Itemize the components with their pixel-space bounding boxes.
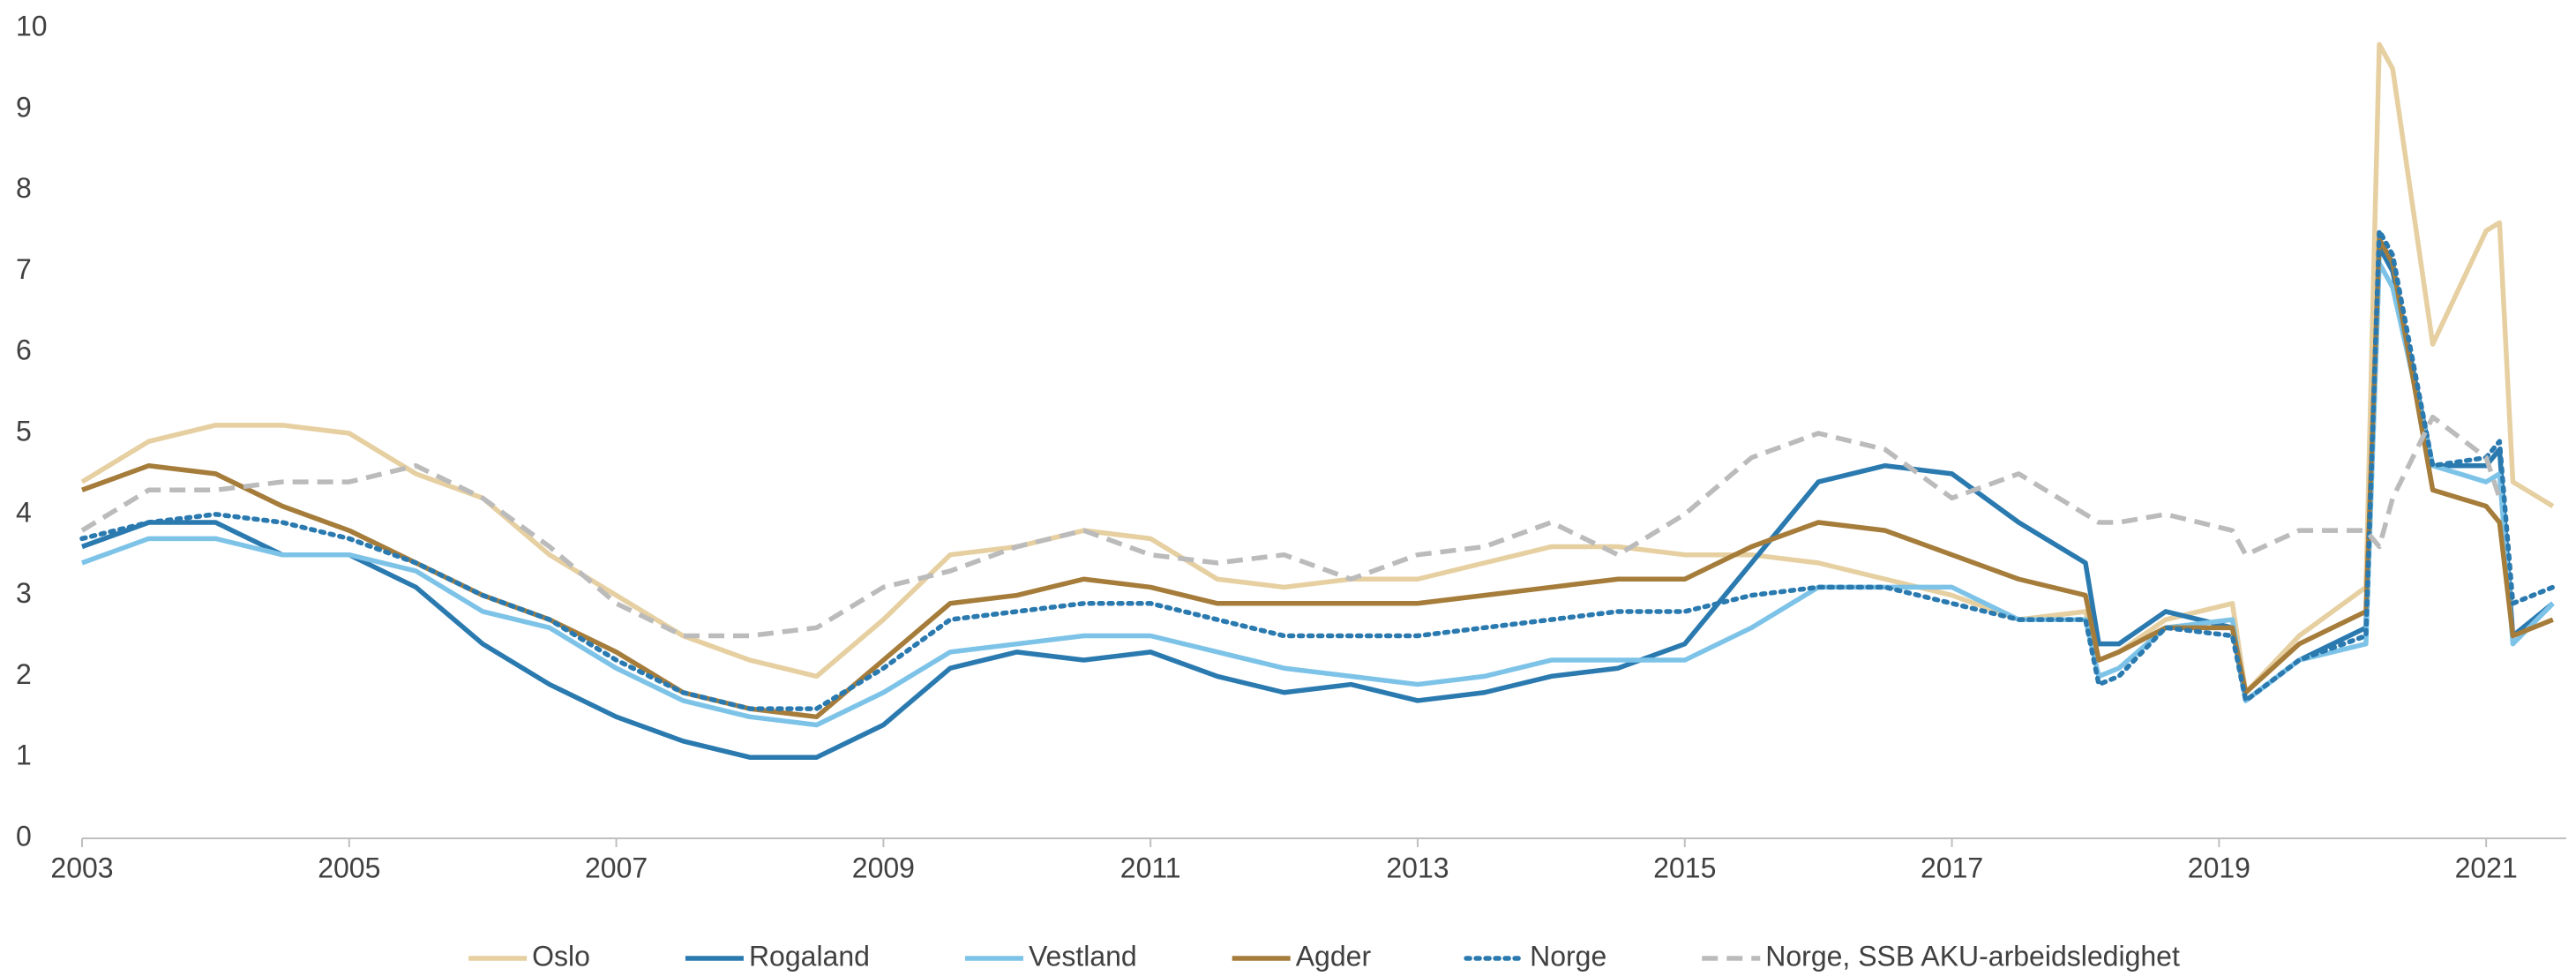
y-tick-label: 3 — [16, 577, 32, 609]
y-tick-label: 9 — [16, 91, 32, 123]
series-line — [81, 236, 2554, 720]
y-tick-label: 7 — [16, 253, 32, 285]
x-tick-label: 2007 — [585, 852, 648, 883]
x-tick-label: 2013 — [1386, 852, 1449, 883]
series-line — [81, 244, 2555, 760]
legend-label: Norge, SSB AKU-arbeidsledighet — [1765, 940, 2180, 972]
y-tick-label: 5 — [16, 415, 32, 447]
y-tick-label: 6 — [16, 334, 32, 366]
legend-label: Norge — [1530, 940, 1606, 972]
y-tick-label: 1 — [16, 740, 32, 771]
x-tick-label: 2003 — [50, 852, 113, 883]
legend-label: Agder — [1296, 940, 1372, 972]
x-tick-label: 2019 — [2188, 852, 2250, 883]
y-tick-label: 0 — [16, 820, 32, 852]
y-tick-label: 10 — [16, 10, 48, 41]
series-line — [80, 41, 2555, 695]
series-line — [81, 260, 2555, 728]
y-tick-label: 2 — [16, 658, 32, 690]
x-tick-label: 2021 — [2455, 852, 2518, 883]
x-tick-label: 2015 — [1653, 852, 1716, 883]
legend-label: Rogaland — [749, 940, 870, 972]
y-tick-label: 4 — [16, 496, 32, 528]
x-tick-label: 2005 — [318, 852, 380, 883]
x-tick-label: 2017 — [1921, 852, 1983, 883]
x-tick-label: 2009 — [852, 852, 915, 883]
y-tick-label: 8 — [16, 172, 32, 204]
x-tick-label: 2011 — [1120, 852, 1181, 883]
series-line — [79, 228, 2556, 711]
series-line — [80, 414, 2502, 639]
legend-label: Vestland — [1029, 940, 1137, 972]
legend-label: Oslo — [532, 940, 590, 972]
